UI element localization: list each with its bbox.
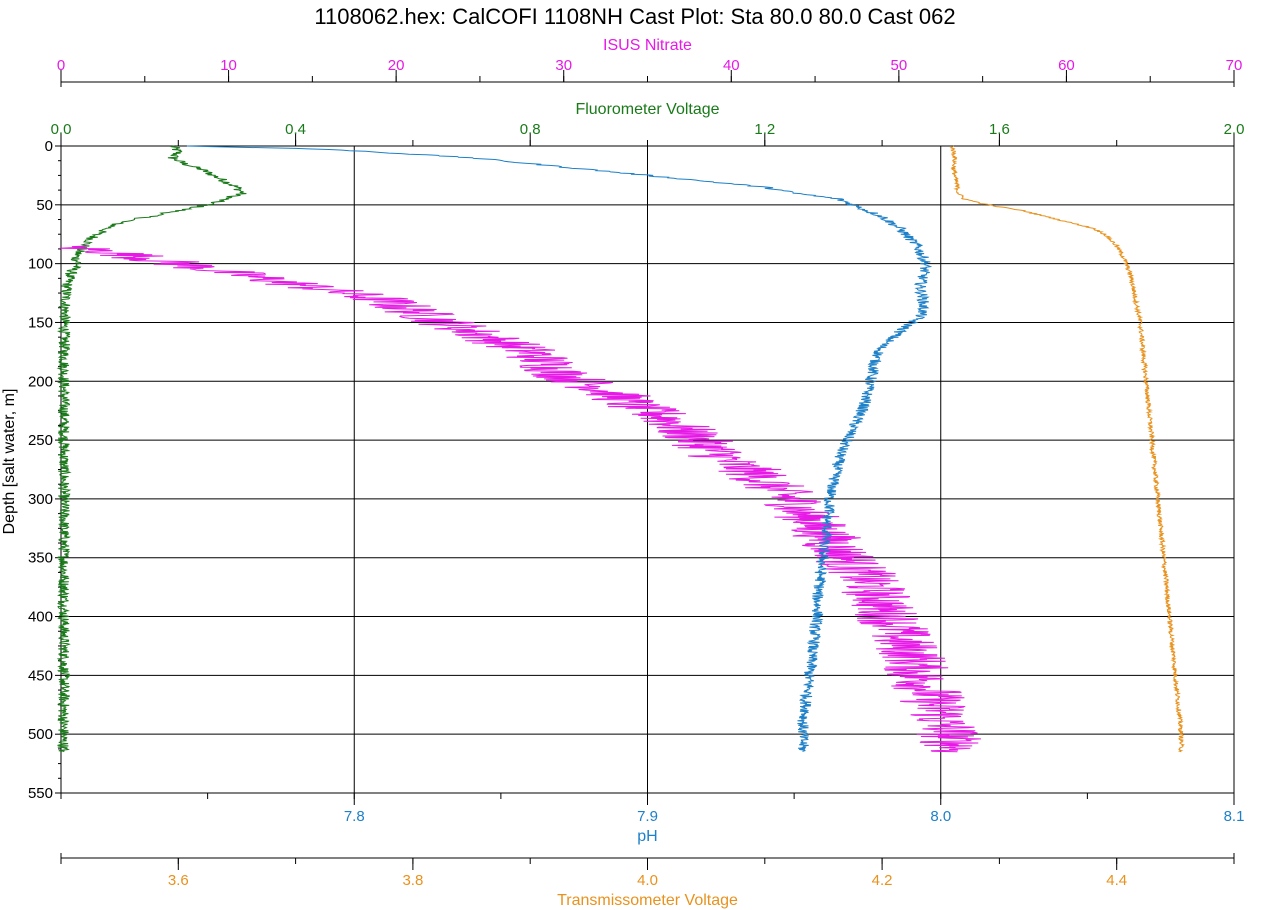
nitrate-tick-label: 60 <box>1058 57 1075 74</box>
y-tick-label: 0 <box>45 138 53 155</box>
y-tick-label: 300 <box>28 491 53 508</box>
trans-axis-title: Transmissometer Voltage <box>557 892 738 909</box>
chart-title: 1108062.hex: CalCOFI 1108NH Cast Plot: S… <box>314 4 955 29</box>
y-tick-label: 50 <box>36 197 53 214</box>
nitrate-tick-label: 20 <box>388 57 405 74</box>
fluor-tick-label: 1.6 <box>989 121 1010 138</box>
fluor-tick-label: 0.0 <box>51 121 72 138</box>
fluor-tick-label: 0.8 <box>520 121 541 138</box>
y-tick-label: 550 <box>28 785 53 802</box>
series-trans <box>949 145 1185 753</box>
nitrate-tick-label: 0 <box>57 57 65 74</box>
fluor-tick-label: 1.2 <box>754 121 775 138</box>
data-series <box>56 145 1185 753</box>
series-fluor <box>56 145 247 753</box>
trans-tick-label: 4.4 <box>1106 872 1127 889</box>
ph-axis-title: pH <box>637 828 657 845</box>
nitrate-tick-label: 70 <box>1226 57 1243 74</box>
y-tick-label: 400 <box>28 609 53 626</box>
grid-lines <box>61 146 1234 793</box>
trans-tick-label: 4.2 <box>872 872 893 889</box>
y-tick-label: 100 <box>28 256 53 273</box>
ph-tick-label: 8.1 <box>1224 808 1245 825</box>
y-tick-label: 150 <box>28 314 53 331</box>
axes: 0 50 100 150 200 250 300 350 400 450 500 550 0 10 20 30… <box>28 37 1244 909</box>
trans-tick-label: 3.6 <box>168 872 189 889</box>
y-tick-label: 200 <box>28 373 53 390</box>
fluor-tick-label: 2.0 <box>1224 121 1245 138</box>
y-tick-label: 350 <box>28 550 53 567</box>
y-tick-label: 450 <box>28 667 53 684</box>
y-tick-label: 500 <box>28 726 53 743</box>
nitrate-tick-label: 10 <box>220 57 237 74</box>
nitrate-tick-label: 30 <box>555 57 572 74</box>
trans-tick-label: 3.8 <box>402 872 423 889</box>
nitrate-axis-title: ISUS Nitrate <box>603 37 692 54</box>
y-axis-label: Depth [salt water, m] <box>1 389 18 535</box>
nitrate-tick-label: 40 <box>723 57 740 74</box>
fluor-axis-title: Fluorometer Voltage <box>575 101 719 118</box>
ph-tick-label: 8.0 <box>930 808 951 825</box>
ph-tick-label: 7.8 <box>344 808 365 825</box>
y-tick-label: 250 <box>28 432 53 449</box>
series-nitrate <box>59 245 981 753</box>
ph-tick-label: 7.9 <box>637 808 658 825</box>
fluor-tick-label: 0.4 <box>285 121 306 138</box>
nitrate-tick-label: 50 <box>891 57 908 74</box>
trans-tick-label: 4.0 <box>637 872 658 889</box>
series-ph <box>186 145 933 752</box>
